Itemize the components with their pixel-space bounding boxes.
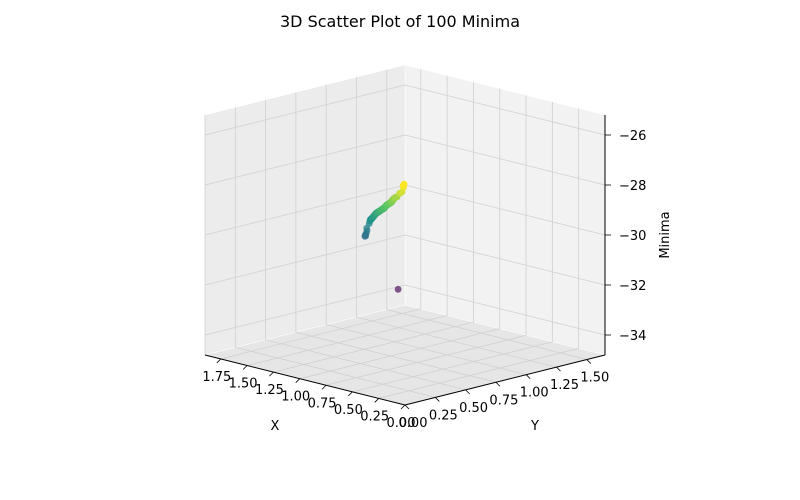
x-tick-label: 0.75 [308,396,337,411]
grid-line-x [273,82,474,373]
x-tick-mark [216,358,222,364]
y-tick-label: 0.50 [459,401,488,416]
z-tick-label: −30 [619,229,646,244]
x-tick-mark [374,398,379,403]
x-tick-mark [242,365,248,370]
x-tick-label: 1.00 [281,390,310,405]
z-tick-label: −32 [619,279,646,294]
y-tick-label: 1.00 [520,386,549,401]
grid-line-z [204,284,606,336]
y-tick-mark [556,366,561,372]
z-tick-label: −34 [619,329,646,344]
y-tick-mark [435,397,440,402]
x-tick-mark [400,404,406,410]
grid-line-x [299,88,501,380]
x-tick-mark [269,371,274,377]
grid-line-y [356,77,557,368]
grid-lines [204,68,606,406]
y-tick-label: 0.75 [489,393,518,408]
y-tick-mark [525,374,531,379]
x-tick-label: 0.00 [387,416,416,431]
x-tick-label: 1.25 [255,383,284,398]
grid-line-y [325,84,527,376]
grid-line-y [234,107,436,398]
y-axis-label: Y [530,419,539,434]
x-axis-line [204,354,406,406]
x-tick-mark [295,378,301,383]
y-tick-label: 1.25 [550,378,579,393]
tick-labels: 0.000.250.500.751.001.251.501.750.000.25… [202,129,646,431]
y-tick-mark [495,381,501,387]
grid-line-x [220,68,422,360]
grid-line-y [386,69,587,360]
z-axis-label: Minima [658,211,673,258]
x-tick-label: 1.50 [229,377,258,392]
x-tick-mark [348,391,353,397]
x-axis-label: X [271,419,280,434]
y-tick-label: 1.50 [580,371,609,386]
y-tick-mark [586,359,592,364]
y-tick-label: 0.00 [399,416,428,431]
chart-title: 3D Scatter Plot of 100 Minima [280,12,520,31]
z-tick-label: −28 [619,179,646,194]
y-tick-mark [465,389,470,395]
grid-line-x [352,101,553,393]
x-tick-label: 0.50 [334,403,363,418]
x-tick-label: 0.25 [360,409,389,424]
x-tick-label: 1.75 [202,370,231,385]
data-points [361,180,408,293]
grid-line-z [204,84,606,136]
grid-line-z [204,134,606,186]
grid-line-z [204,234,606,286]
grid-line-y [295,92,497,383]
data-point [394,285,402,293]
grid-line-x [378,108,580,399]
grid-line-x [247,75,448,366]
x-tick-mark [321,384,327,390]
axis-lines [204,115,611,410]
data-point [400,180,408,188]
y-axis-line [404,354,606,406]
y-tick-mark [404,404,410,410]
grid-line-x [325,95,527,386]
y-tick-label: 0.25 [429,408,458,423]
grid-line-y [265,99,466,391]
z-tick-label: −26 [619,129,646,144]
